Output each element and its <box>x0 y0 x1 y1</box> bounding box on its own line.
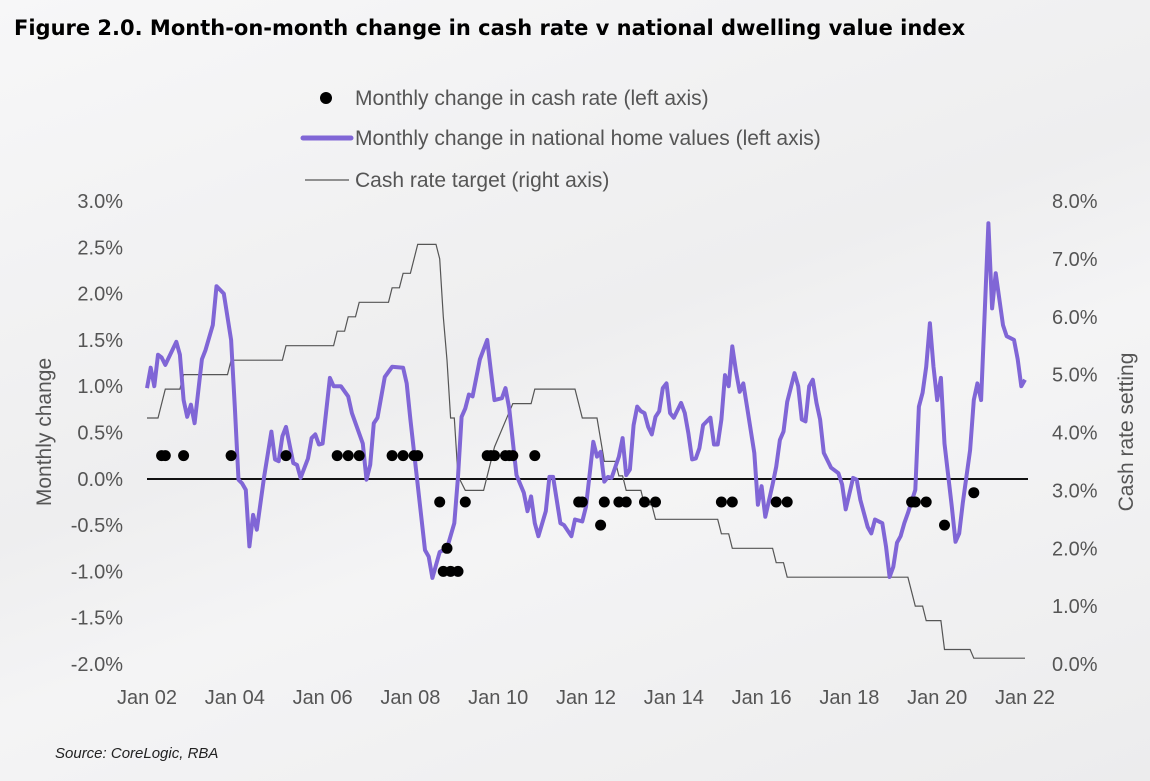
cash-rate-change-point <box>441 542 453 554</box>
home-values-line <box>145 221 1027 580</box>
left-tick-label: -1.5% <box>71 608 123 630</box>
cash-rate-change-point <box>920 496 932 508</box>
x-tick-label: Jan 16 <box>732 687 792 709</box>
plot-area <box>145 221 1027 659</box>
cash-rate-change-point <box>489 450 500 462</box>
left-axis-title: Monthly change <box>33 358 56 506</box>
cash-rate-change-point <box>452 565 464 577</box>
x-tick-label: Jan 10 <box>468 687 528 709</box>
cash-rate-change-point <box>598 496 610 508</box>
x-tick-label: Jan 14 <box>644 687 704 709</box>
right-tick-label: 4.0% <box>1052 423 1098 445</box>
cash-rate-change-point <box>650 496 661 508</box>
cash-rate-change-point <box>280 450 292 462</box>
cash-rate-change-point <box>412 450 424 462</box>
cash-rate-change-point <box>639 496 650 508</box>
right-tick-label: 7.0% <box>1052 249 1098 271</box>
right-tick-label: 1.0% <box>1052 596 1098 618</box>
right-tick-label: 0.0% <box>1052 654 1098 676</box>
x-axis-ticks: Jan 02 Jan 04 Jan 06 Jan 08 Jan 10 Jan 12 Jan … <box>117 687 1055 709</box>
cash-rate-change-point <box>576 496 588 508</box>
legend-label-cash-rate: Cash rate target (right axis) <box>355 169 609 192</box>
x-tick-label: Jan 08 <box>380 687 440 709</box>
right-tick-label: 2.0% <box>1052 538 1098 560</box>
left-tick-label: -1.0% <box>71 561 123 583</box>
right-tick-label: 3.0% <box>1052 480 1098 502</box>
left-tick-label: 2.0% <box>77 284 123 306</box>
right-tick-label: 5.0% <box>1052 365 1098 387</box>
legend-label-cash-change: Monthly change in cash rate (left axis) <box>355 87 709 110</box>
left-tick-label: -0.5% <box>71 515 123 537</box>
left-axis-ticks: 3.0% 2.5% 2.0% 1.5% 1.0% 0.5% 0.0% -0.5% -1.0% -1… <box>71 191 123 676</box>
cash-rate-change-point <box>331 450 343 462</box>
source-note: Source: CoreLogic, RBA <box>55 745 218 762</box>
cash-rate-change-point <box>529 450 541 462</box>
left-tick-label: 3.0% <box>77 191 123 213</box>
cash-rate-change-point <box>968 487 980 499</box>
right-tick-label: 6.0% <box>1052 307 1098 329</box>
cash-rate-change-point <box>770 496 782 508</box>
right-tick-label: 8.0% <box>1052 191 1098 213</box>
cash-rate-change-point <box>715 496 727 508</box>
left-tick-label: 1.0% <box>77 376 123 398</box>
cash-rate-change-point <box>342 450 354 462</box>
x-tick-label: Jan 18 <box>819 687 879 709</box>
left-tick-label: -2.0% <box>71 654 123 676</box>
cash-rate-change-point <box>595 519 607 531</box>
cash-rate-change-point <box>178 450 190 462</box>
x-tick-label: Jan 02 <box>117 687 177 709</box>
cash-rate-change-point <box>434 496 446 508</box>
chart-title: Figure 2.0. Month-on-month change in cas… <box>14 16 966 40</box>
legend: Monthly change in cash rate (left axis) … <box>300 87 821 192</box>
cash-rate-change-point <box>159 450 171 462</box>
x-tick-label: Jan 04 <box>205 687 265 709</box>
x-tick-label: Jan 06 <box>293 687 353 709</box>
x-tick-label: Jan 22 <box>995 687 1055 709</box>
cash-rate-change-point <box>386 450 398 462</box>
cash-rate-change-point <box>726 496 738 508</box>
cash-rate-change-point <box>225 450 237 462</box>
cash-rate-target-line <box>147 243 1025 659</box>
right-axis-ticks: 8.0% 7.0% 6.0% 5.0% 4.0% 3.0% 2.0% 1.0% 0.0% <box>1052 191 1098 676</box>
cash-rate-change-point <box>353 450 365 462</box>
left-tick-label: 1.5% <box>77 330 123 352</box>
x-tick-label: Jan 20 <box>907 687 967 709</box>
left-tick-label: 2.5% <box>77 237 123 259</box>
cash-rate-change-point <box>781 496 793 508</box>
cash-rate-change-point <box>620 496 632 508</box>
cash-rate-change-point <box>459 496 471 508</box>
left-tick-label: 0.5% <box>77 423 123 445</box>
legend-dot-marker <box>320 92 332 104</box>
x-tick-label: Jan 12 <box>556 687 616 709</box>
cash-rate-change-point <box>939 519 950 531</box>
left-tick-label: 0.0% <box>77 469 123 491</box>
legend-label-home-values: Monthly change in national home values (… <box>355 127 821 150</box>
right-axis-title: Cash rate setting <box>1115 353 1138 512</box>
cash-rate-change-point <box>507 450 519 462</box>
cash-rate-change-point <box>397 450 409 462</box>
cash-rate-change-point <box>909 496 921 508</box>
